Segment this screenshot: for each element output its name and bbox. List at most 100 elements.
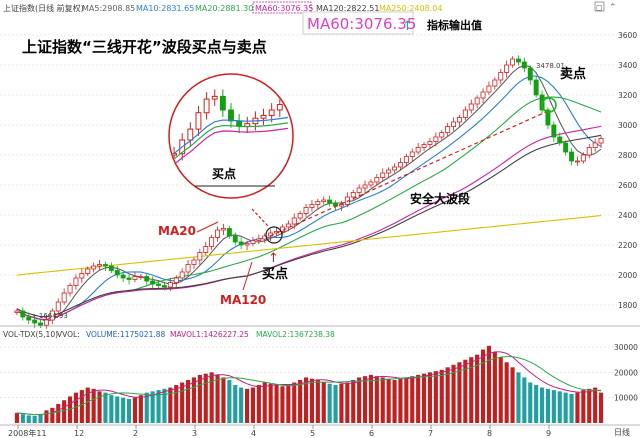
volume-bar (156, 390, 161, 423)
moving-average-lines (16, 64, 602, 322)
buy-arrow-icon: ↑ (268, 251, 279, 266)
candlestick (167, 278, 173, 292)
volume-bar (150, 391, 155, 423)
candlestick (191, 257, 197, 269)
volume-bar (445, 367, 450, 423)
buy-point-circle (265, 226, 283, 244)
volume-bar (439, 369, 444, 423)
volume-bar (327, 383, 332, 423)
volume-bar (91, 388, 96, 423)
time-tick-label: 7 (428, 429, 433, 438)
candlestick (468, 99, 474, 114)
candlestick (327, 195, 333, 207)
volume-bar (587, 388, 592, 423)
restore-icon[interactable]: ◻ (596, 3, 603, 12)
candlestick (309, 200, 315, 212)
volume-bar (67, 396, 73, 423)
candlestick (498, 68, 504, 85)
volume-bar (109, 395, 114, 423)
ma20-label: MA20:2881.30 (195, 4, 253, 13)
volume-tick-label: 20000 (614, 368, 638, 377)
candlestick (439, 129, 445, 140)
candlestick (386, 167, 392, 178)
candlestick (14, 308, 20, 316)
inset-candle-body (268, 109, 275, 116)
candlestick (256, 234, 262, 244)
candlestick (321, 196, 327, 205)
time-axis: 2008年11 12 2 3 4 5 6 7 8 9 (8, 425, 551, 438)
time-tick-label: 2 (133, 429, 138, 438)
volume-bar (404, 377, 409, 423)
candlestick (138, 273, 144, 280)
volume-bar (180, 382, 185, 423)
candlestick (374, 173, 380, 186)
volume-bar (416, 374, 421, 423)
price-grid (0, 34, 640, 306)
candlestick (38, 319, 44, 328)
magnifier-inset: 买点 (168, 73, 294, 199)
close-icon[interactable]: ⌃ (609, 3, 617, 13)
volume-bar (581, 390, 586, 423)
volume-bar (262, 382, 267, 423)
candlestick (527, 65, 533, 85)
ma60-label: MA60:3076.35 (255, 4, 313, 13)
candlestick (55, 298, 61, 316)
candlestick (132, 272, 138, 283)
time-tick-label: 5 (310, 429, 315, 438)
ma-line-ma60 (16, 125, 602, 320)
volume-bar (38, 414, 43, 423)
volume-bar (374, 376, 379, 423)
volume-bar (321, 382, 326, 423)
volume-bar (368, 374, 374, 423)
volume-bar (97, 391, 102, 423)
ma20-annotation: MA20 (158, 224, 196, 238)
ma60-highlight-box (252, 1, 312, 14)
minimize-icon[interactable] (594, 1, 605, 12)
volume-bar (357, 377, 362, 423)
candlestick (156, 281, 162, 289)
time-tick-label: 9 (546, 429, 551, 438)
price-tick-label: 3400 (618, 61, 637, 70)
volume-bar (339, 383, 344, 423)
volume-bar (50, 407, 55, 423)
volume-bar (239, 387, 244, 423)
ma-line-ma120 (16, 134, 602, 318)
volume-bar (451, 364, 456, 423)
volume-bar (126, 398, 132, 423)
volume-bar (486, 345, 492, 423)
volume-bar (274, 385, 279, 423)
volume-bar (79, 390, 84, 423)
ma60-callout-value: MA60:3076.35 (307, 15, 416, 33)
candlestick (179, 268, 185, 281)
time-tick-label: 4 (251, 429, 256, 438)
volume-bar (563, 392, 568, 423)
candlestick (392, 163, 398, 173)
volume-bar (174, 385, 179, 423)
top-info-bar: 上证指数(日线 前复权) MA5:2908.85 MA10:2831.65 MA… (3, 1, 617, 14)
volume-axis: 30000 20000 10000 (614, 343, 638, 403)
volume-bar (221, 377, 226, 423)
ma250-label: MA250:2408.04 (379, 4, 442, 13)
volume-bar (309, 378, 315, 423)
candlestick (504, 60, 510, 78)
volume-tick-label: 30000 (614, 343, 638, 352)
volume-bar (227, 379, 232, 423)
inset-candle-body (203, 98, 210, 114)
volume-bar (256, 385, 261, 423)
candlestick (120, 272, 126, 283)
volume-bar (528, 382, 533, 423)
volume-bar (144, 392, 149, 423)
volume-bar (303, 377, 309, 423)
candlestick (173, 275, 179, 288)
inset-candle-body (244, 123, 251, 127)
candlestick (433, 132, 439, 147)
volume-bar (522, 377, 527, 423)
volume-bar (427, 372, 433, 423)
wave-label: 安全大波段 (410, 191, 471, 206)
candlestick (445, 122, 451, 136)
candlestick (533, 76, 539, 98)
low-price-label: ←1664.93 (33, 312, 68, 320)
volume-bar (268, 383, 273, 423)
volume-bar (203, 373, 208, 423)
candlestick (492, 77, 498, 90)
